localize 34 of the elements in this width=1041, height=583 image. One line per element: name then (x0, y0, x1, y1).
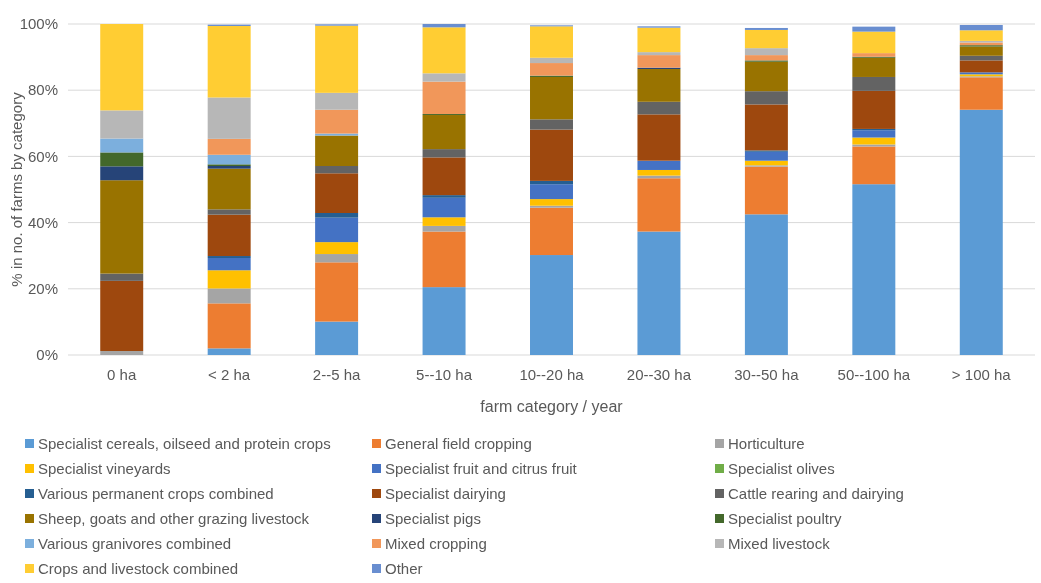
y-tick-label: 100% (19, 15, 58, 33)
legend-label: Other (385, 560, 423, 578)
y-tick-label: 80% (27, 81, 58, 99)
legend-label: Cattle rearing and dairying (728, 485, 904, 503)
x-tick-label: > 100 ha (951, 366, 1012, 383)
legend-label: Various permanent crops combined (38, 485, 274, 503)
x-tick-label: 0 ha (107, 366, 137, 383)
x-tick-label: 5--10 ha (416, 366, 473, 383)
legend-label: Specialist dairying (385, 485, 506, 503)
legend-label: General field cropping (385, 435, 532, 453)
y-tick-label: 20% (27, 280, 58, 298)
x-tick-label: < 2 ha (208, 366, 251, 383)
legend-label: Various granivores combined (38, 535, 232, 553)
legend-label: Sheep, goats and other grazing livestock (38, 510, 310, 528)
legend-label: Horticulture (728, 435, 805, 453)
legend-label: Specialist cereals, oilseed and protein crops (38, 435, 331, 453)
legend-label: Specialist olives (728, 460, 835, 478)
y-axis-title: % in no. of farms by category (8, 91, 25, 287)
legend-label: Mixed cropping (385, 535, 487, 553)
x-tick-label: 20--30 ha (626, 366, 692, 383)
x-tick-label: 50--100 ha (837, 366, 911, 383)
legend-label: Mixed livestock (728, 535, 831, 553)
legend-label: Specialist poultry (728, 510, 842, 528)
y-tick-label: 60% (27, 147, 58, 165)
legend-label: Specialist vineyards (38, 460, 171, 478)
x-axis-title: farm category / year (480, 398, 624, 415)
x-tick-label: 2--5 ha (312, 366, 362, 383)
y-tick-label: 40% (27, 213, 58, 231)
y-tick-label: 0% (36, 346, 58, 364)
legend-label: Specialist pigs (385, 510, 481, 528)
legend-label: Specialist fruit and citrus fruit (385, 460, 578, 478)
legend-label: Crops and livestock combined (38, 560, 239, 578)
x-tick-label: 10--20 ha (519, 366, 585, 383)
x-tick-label: 30--50 ha (734, 366, 800, 383)
